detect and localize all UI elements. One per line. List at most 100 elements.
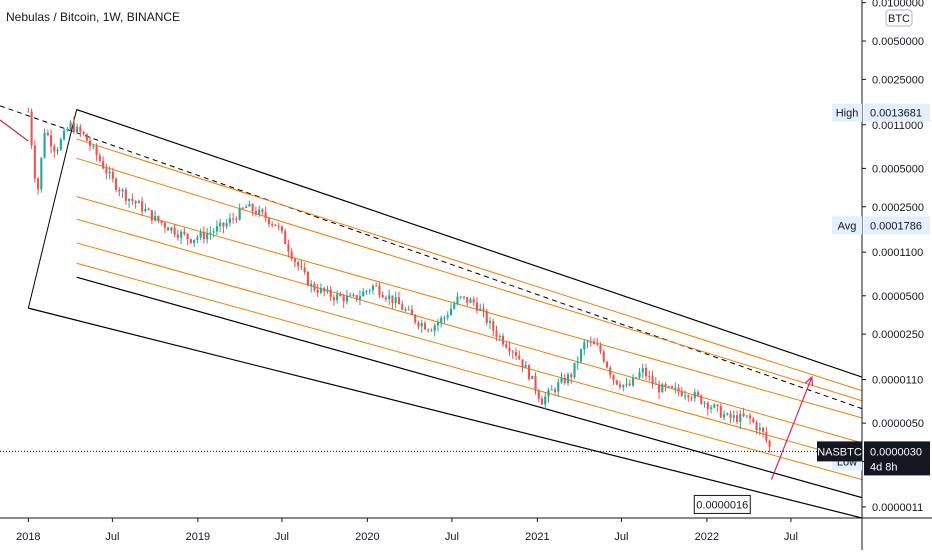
candle-body xyxy=(137,201,140,204)
y-tick-label: 0.0000250 xyxy=(872,329,924,341)
candle-body xyxy=(232,218,235,220)
candle-body xyxy=(163,223,166,228)
y-tick-label: 0.0000110 xyxy=(872,375,923,387)
candle-body xyxy=(521,359,524,368)
marker-avg: Avg 0.0001786 xyxy=(832,216,930,235)
candle-body xyxy=(141,201,144,212)
candle-body xyxy=(644,368,648,377)
x-tick-label: Jul xyxy=(784,531,798,543)
marker-value: 0.0013681 xyxy=(870,108,922,120)
candle-body xyxy=(625,383,628,385)
candle-body xyxy=(719,406,722,418)
candle-body xyxy=(696,392,700,396)
candle-body xyxy=(170,227,173,231)
candle-body xyxy=(102,161,105,169)
candle-body xyxy=(267,218,270,224)
candle-body xyxy=(726,413,729,415)
candle-body xyxy=(336,294,339,301)
candle-body xyxy=(488,321,492,323)
channel-line-outer2 xyxy=(76,276,862,499)
candle-body xyxy=(342,296,345,302)
y-tick-label: 0.0100000 xyxy=(872,0,924,10)
candle-body xyxy=(206,233,209,240)
candle-body xyxy=(212,231,215,233)
candle-body xyxy=(76,126,79,133)
candle-body xyxy=(758,427,761,431)
candle-body xyxy=(456,296,459,304)
candle-body xyxy=(368,290,371,292)
candle-body xyxy=(449,308,453,316)
candle-body xyxy=(469,299,472,303)
candle-body xyxy=(397,297,401,305)
candle-body xyxy=(98,155,101,162)
candle-body xyxy=(618,384,622,388)
chart-title: Nebulas / Bitcoin, 1W, BINANCE xyxy=(6,10,181,24)
projection-arrow xyxy=(770,376,813,480)
candle-body xyxy=(193,239,196,243)
candle-body xyxy=(128,198,131,201)
candle-body xyxy=(183,231,186,234)
candle-body xyxy=(264,212,267,219)
candle-body xyxy=(358,296,361,300)
candle-body xyxy=(505,344,508,348)
candle-body xyxy=(248,204,251,207)
candle-body xyxy=(755,422,758,431)
candle-body xyxy=(683,395,687,397)
candle-body xyxy=(384,297,388,299)
candle-body xyxy=(651,376,654,384)
y-tick-label: 0.0000050 xyxy=(872,418,924,430)
candle-body xyxy=(729,413,732,418)
annotation-box xyxy=(693,494,751,514)
x-tick-label: 2022 xyxy=(695,531,719,543)
candle-body xyxy=(622,384,625,388)
candle-body xyxy=(69,122,72,130)
x-tick-label: Jul xyxy=(614,531,628,543)
symbol-tag: NASBTC xyxy=(817,446,862,458)
candle-body xyxy=(537,390,540,399)
candle-body xyxy=(511,351,514,353)
candle-body xyxy=(427,329,430,331)
candle-body xyxy=(436,322,440,326)
trend-line xyxy=(0,119,29,142)
channel-line-inner xyxy=(76,218,862,444)
candle-body xyxy=(596,344,599,346)
candle-body xyxy=(700,395,703,404)
candle-body xyxy=(202,232,205,240)
y-tick-label: 0.0025000 xyxy=(872,74,924,86)
x-tick-label: 2018 xyxy=(16,531,40,543)
currency-label: BTC xyxy=(888,13,910,25)
x-tick-label: 2019 xyxy=(186,531,210,543)
candle-body xyxy=(703,402,706,404)
candle-body xyxy=(479,308,482,311)
candle-body xyxy=(349,295,352,297)
marker-value: 0.0001786 xyxy=(870,220,922,232)
candle-body xyxy=(592,341,596,345)
candle-body xyxy=(355,295,358,300)
candle-body xyxy=(742,413,745,417)
candle-body xyxy=(115,178,118,190)
candle-body xyxy=(589,341,592,343)
candle-body xyxy=(745,415,748,417)
candle-body xyxy=(401,304,404,310)
candle-body xyxy=(579,349,583,362)
candle-body xyxy=(111,171,114,179)
candle-body xyxy=(472,299,475,303)
candle-body xyxy=(508,347,511,352)
candle-body xyxy=(287,244,290,252)
plot-area xyxy=(0,105,862,518)
candle-body xyxy=(105,168,108,174)
price-annotation: 0.0000016 xyxy=(693,494,751,514)
candle-body xyxy=(420,323,423,327)
y-tick-label: 0.0005000 xyxy=(872,163,924,175)
candle-body xyxy=(124,189,127,201)
candle-body xyxy=(453,303,456,309)
x-tick-label: 2020 xyxy=(355,531,379,543)
candle-body xyxy=(92,146,95,148)
candle-body xyxy=(300,266,303,268)
marker-high: High 0.0013681 xyxy=(832,103,930,122)
candle-body xyxy=(749,415,752,419)
last-price-bg xyxy=(864,441,930,476)
candle-body xyxy=(752,418,755,423)
